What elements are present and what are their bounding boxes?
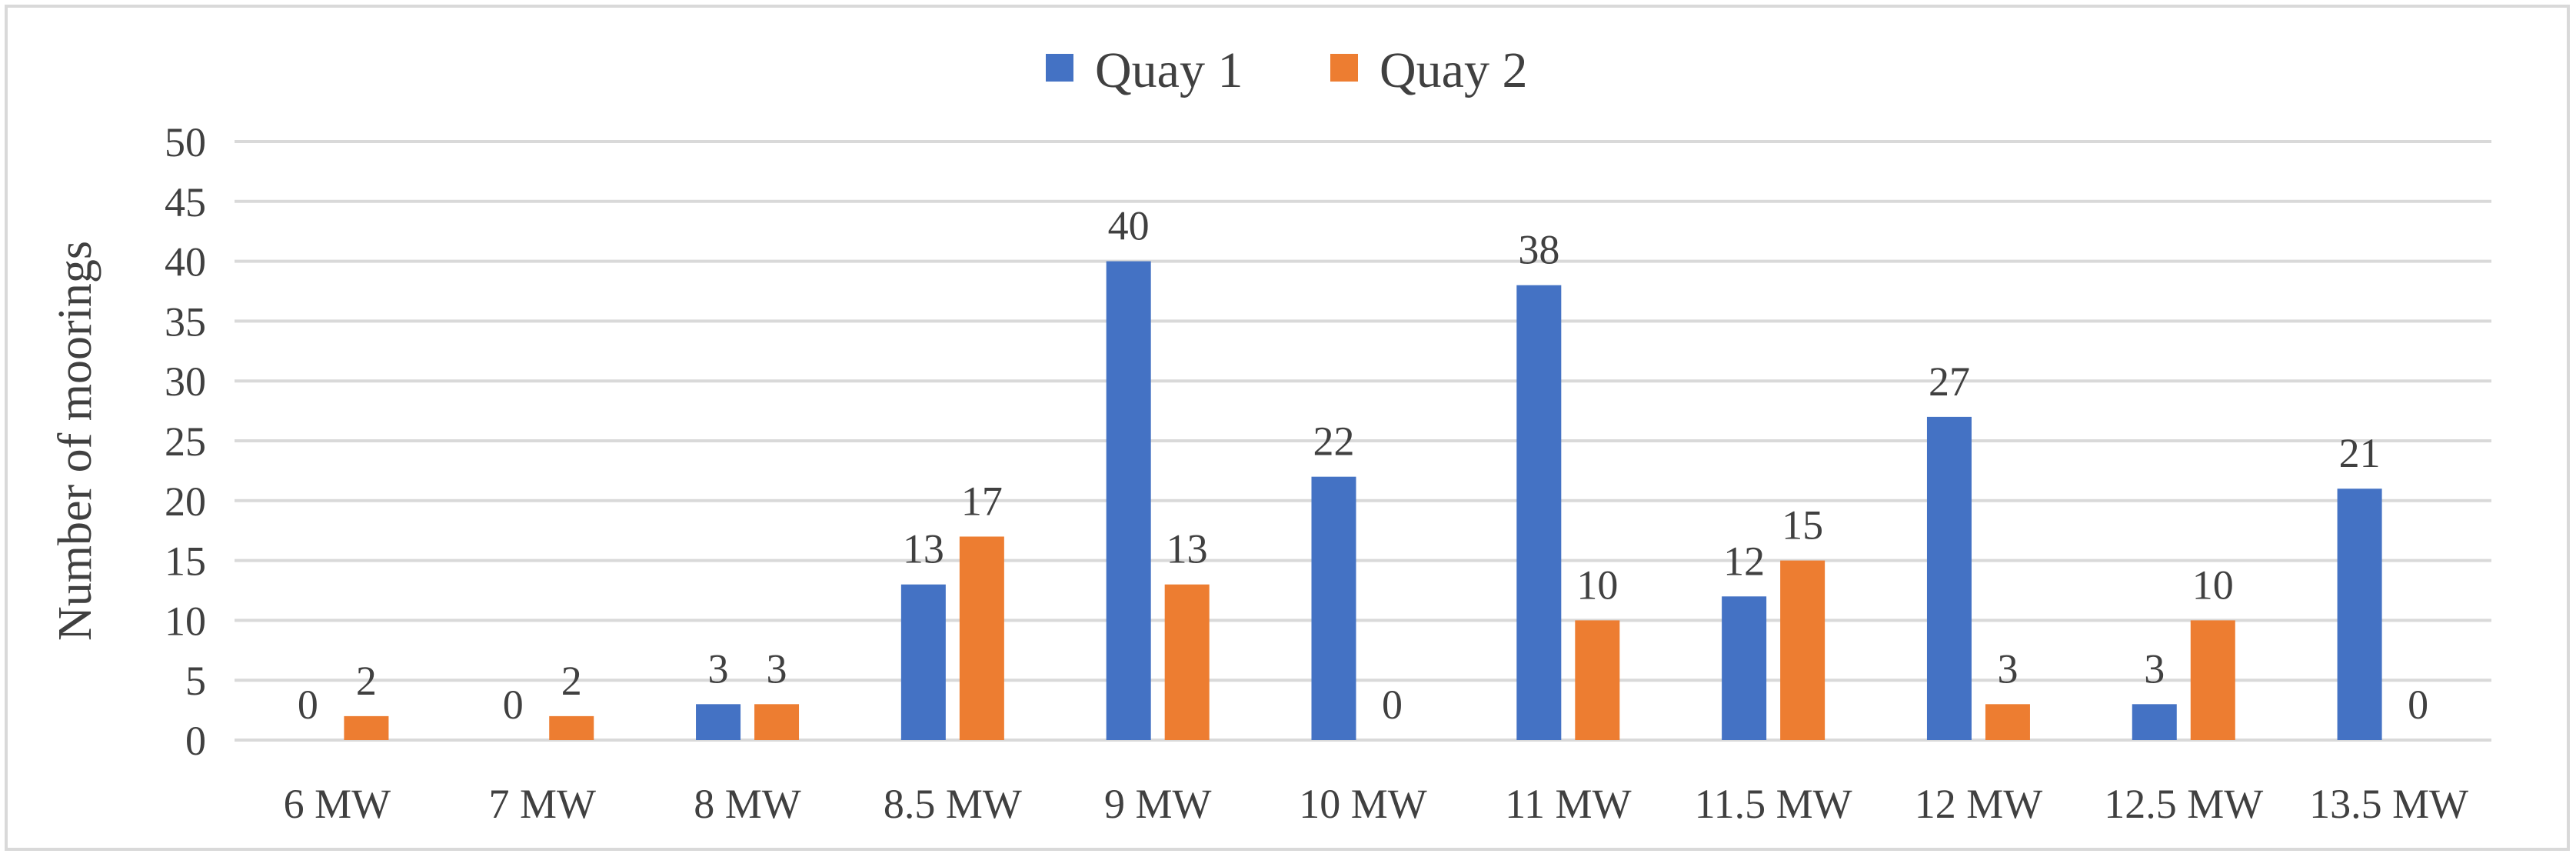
bar-quay-1: [1516, 285, 1562, 741]
bar-quay-2: [754, 704, 800, 740]
x-tick-label: 8.5 MW: [884, 781, 1022, 827]
x-tick-label: 12.5 MW: [2104, 781, 2263, 827]
legend-label-quay-2: Quay 2: [1380, 42, 1527, 98]
y-axis-title: Number of moorings: [49, 241, 102, 641]
data-label: 27: [1929, 358, 1970, 405]
data-label: 2: [356, 658, 377, 704]
y-tick-label: 5: [185, 658, 206, 704]
data-label: 17: [961, 478, 1003, 524]
data-label: 10: [2192, 562, 2234, 608]
legend-label-quay-1: Quay 1: [1095, 42, 1243, 98]
y-tick-label: 10: [165, 598, 206, 644]
y-tick-label: 45: [165, 179, 206, 225]
bar-quay-1: [696, 704, 741, 740]
legend-swatch-quay-2: [1330, 54, 1358, 82]
bar-quay-1: [1106, 261, 1151, 741]
bar-quay-2: [1164, 584, 1210, 740]
bar-quay-2: [344, 715, 389, 740]
bar-quay-1: [1311, 476, 1356, 740]
y-tick-label: 15: [165, 539, 206, 585]
data-label: 0: [1382, 682, 1403, 728]
data-label: 3: [1997, 645, 2018, 692]
bar-quay-2: [2190, 620, 2235, 740]
data-label: 12: [1723, 538, 1765, 584]
data-label: 15: [1782, 502, 1823, 549]
data-label: 0: [298, 682, 318, 728]
data-label: 40: [1108, 203, 1150, 249]
y-axis-ticks: 0 5 10 15 20 25 30 35 40 45 50: [165, 119, 206, 764]
data-label: 10: [1576, 562, 1618, 608]
y-tick-label: 25: [165, 418, 206, 465]
y-tick-label: 20: [165, 479, 206, 525]
legend: Quay 1 Quay 2: [1046, 42, 1527, 98]
bar-quay-2: [549, 715, 594, 740]
bar-quay-1: [1722, 596, 1767, 740]
x-tick-label: 11 MW: [1505, 781, 1632, 827]
y-tick-label: 35: [165, 298, 206, 345]
x-tick-label: 12 MW: [1915, 781, 2043, 827]
x-tick-label: 6 MW: [284, 781, 391, 827]
data-label: 3: [2144, 645, 2165, 692]
data-label: 3: [708, 645, 729, 692]
data-label: 2: [561, 658, 582, 704]
data-label: 13: [1167, 526, 1208, 572]
bar-quay-2: [1575, 620, 1620, 740]
y-tick-label: 0: [185, 718, 206, 764]
data-label: 13: [903, 526, 944, 572]
bar-quay-1: [2337, 489, 2382, 740]
bar-quay-2: [959, 536, 1004, 740]
data-label: 21: [2339, 430, 2381, 476]
data-label: 38: [1518, 227, 1559, 273]
bar-quay-1: [2132, 704, 2177, 740]
data-label: 0: [2408, 682, 2428, 728]
x-tick-label: 13.5 MW: [2309, 781, 2468, 827]
bar-quay-1: [1926, 416, 1972, 740]
gridlines: [235, 140, 2491, 742]
bar-quay-2: [1780, 560, 1825, 740]
data-label: 3: [767, 645, 787, 692]
x-tick-label: 9 MW: [1104, 781, 1212, 827]
x-tick-label: 10 MW: [1299, 781, 1427, 827]
data-label: 0: [503, 682, 524, 728]
x-axis-ticks: 6 MW 7 MW 8 MW 8.5 MW 9 MW 10 MW 11 MW 11.5 MW 1…: [284, 781, 2468, 827]
data-label: 22: [1313, 418, 1355, 465]
x-tick-label: 11.5 MW: [1695, 781, 1852, 827]
y-tick-label: 40: [165, 239, 206, 285]
y-tick-label: 50: [165, 119, 206, 165]
y-tick-label: 30: [165, 358, 206, 405]
bar-quay-1: [900, 584, 946, 740]
x-tick-label: 7 MW: [488, 781, 596, 827]
bars: [344, 261, 2382, 741]
bar-quay-2: [1985, 704, 2030, 740]
legend-swatch-quay-1: [1046, 54, 1073, 82]
x-tick-label: 8 MW: [694, 781, 801, 827]
